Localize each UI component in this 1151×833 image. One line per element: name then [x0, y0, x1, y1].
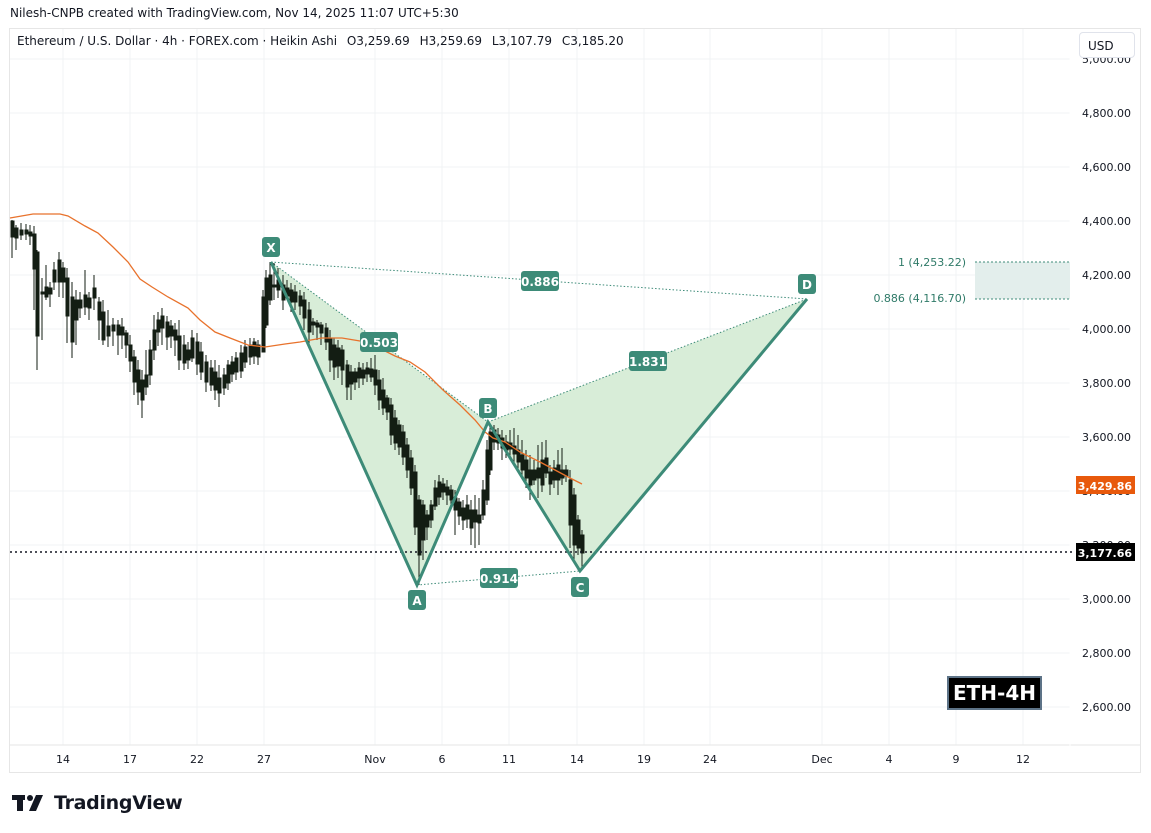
moving-average-line	[9, 213, 583, 485]
svg-text:3,800.00: 3,800.00	[1082, 377, 1131, 390]
svg-text:0.503: 0.503	[360, 336, 398, 350]
svg-text:3,429.86: 3,429.86	[1078, 480, 1133, 493]
pattern-point-b[interactable]: B	[479, 398, 497, 418]
symbol-legend: Ethereum / U.S. Dollar · 4h · FOREX.com …	[17, 34, 630, 48]
price-axis[interactable]: 5,000.00 4,800.00 4,600.00 4,400.00 4,20…	[1082, 53, 1131, 714]
ohlc-high: H3,259.69	[419, 34, 483, 48]
time-axis[interactable]: 14 17 22 27 Nov 6 11 14 19 24 Dec 4 9 12	[56, 753, 1030, 766]
tradingview-wordmark: TradingView	[54, 792, 183, 814]
chart-frame	[9, 28, 1141, 773]
svg-text:2,800.00: 2,800.00	[1082, 647, 1131, 660]
currency-button[interactable]: USD	[1079, 32, 1135, 58]
pattern-point-d[interactable]: D	[798, 274, 816, 294]
svg-text:0.886: 0.886	[521, 275, 559, 289]
svg-text:A: A	[412, 594, 422, 608]
chart-credit: Nilesh-CNPB created with TradingView.com…	[10, 6, 459, 20]
target-zone-upper-label: 1 (4,253.22)	[898, 256, 966, 269]
target-zone-lower-label: 0.886 (4,116.70)	[873, 292, 966, 305]
grid	[10, 29, 1070, 745]
ratio-label-bd: 1.831	[629, 351, 667, 371]
svg-text:B: B	[483, 402, 492, 416]
svg-text:22: 22	[190, 753, 204, 766]
svg-text:X: X	[266, 241, 276, 255]
svg-text:6: 6	[439, 753, 446, 766]
eth-4h-badge: ETH-4H	[947, 676, 1042, 710]
svg-text:9: 9	[953, 753, 960, 766]
ratio-label-xd: 0.886	[521, 271, 559, 291]
svg-text:17: 17	[123, 753, 137, 766]
svg-text:14: 14	[56, 753, 70, 766]
svg-text:3,000.00: 3,000.00	[1082, 593, 1131, 606]
svg-text:2,600.00: 2,600.00	[1082, 701, 1131, 714]
svg-text:3,177.66: 3,177.66	[1078, 547, 1133, 560]
svg-text:Dec: Dec	[811, 753, 832, 766]
svg-text:12: 12	[1016, 753, 1030, 766]
last-price-label: 3,177.66	[1076, 543, 1135, 561]
svg-text:0.914: 0.914	[480, 572, 518, 586]
svg-text:D: D	[802, 278, 812, 292]
candles	[10, 220, 585, 585]
svg-text:19: 19	[637, 753, 651, 766]
svg-text:4,000.00: 4,000.00	[1082, 323, 1131, 336]
ohlc-open: O3,259.69	[346, 34, 410, 48]
svg-text:4,400.00: 4,400.00	[1082, 215, 1131, 228]
svg-text:4,200.00: 4,200.00	[1082, 269, 1131, 282]
ohlc-low: L3,107.79	[491, 34, 552, 48]
pattern-legs	[269, 261, 809, 589]
tradingview-logo[interactable]: TradingView	[12, 792, 183, 814]
svg-text:14: 14	[570, 753, 584, 766]
svg-text:24: 24	[703, 753, 717, 766]
ohlc-close: C3,185.20	[561, 34, 624, 48]
pattern-point-c[interactable]: C	[571, 577, 589, 597]
symbol-title: Ethereum / U.S. Dollar · 4h · FOREX.com …	[17, 34, 338, 48]
svg-text:4,600.00: 4,600.00	[1082, 161, 1131, 174]
ratio-label-xb: 0.503	[360, 332, 398, 352]
pattern-point-a[interactable]: A	[408, 590, 426, 610]
tradingview-logo-icon	[12, 795, 43, 811]
svg-text:1.831: 1.831	[629, 355, 667, 369]
svg-text:4,800.00: 4,800.00	[1082, 107, 1131, 120]
svg-text:3,600.00: 3,600.00	[1082, 431, 1131, 444]
harmonic-pattern[interactable]	[270, 261, 808, 586]
svg-text:27: 27	[257, 753, 271, 766]
svg-text:C: C	[576, 581, 585, 595]
ma-price-label: 3,429.86	[1076, 476, 1135, 494]
svg-text:Nov: Nov	[364, 753, 386, 766]
pattern-point-x[interactable]: X	[262, 237, 280, 257]
svg-text:11: 11	[502, 753, 516, 766]
svg-text:4: 4	[886, 753, 893, 766]
target-zone	[975, 261, 1070, 300]
ratio-label-ac: 0.914	[480, 568, 518, 588]
